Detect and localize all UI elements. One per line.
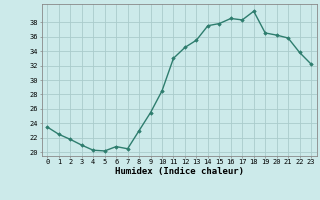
- X-axis label: Humidex (Indice chaleur): Humidex (Indice chaleur): [115, 167, 244, 176]
